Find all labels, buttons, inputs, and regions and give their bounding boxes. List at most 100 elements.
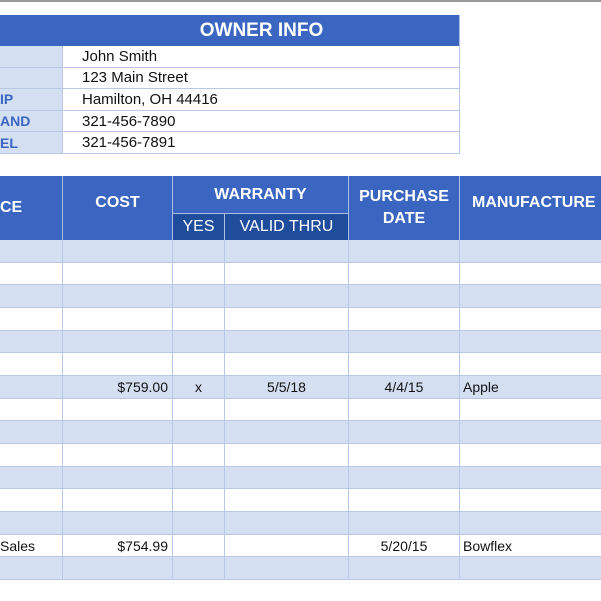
cell-cost[interactable] bbox=[63, 330, 173, 354]
cell-cost[interactable] bbox=[63, 285, 173, 308]
cell-manufacturer[interactable] bbox=[460, 557, 601, 581]
cell-item[interactable] bbox=[0, 308, 63, 331]
cell-warranty-yes[interactable] bbox=[173, 444, 225, 467]
cell-valid-thru[interactable] bbox=[225, 285, 349, 308]
owner-field-value[interactable]: 321-456-7890 bbox=[63, 110, 460, 133]
owner-field-value[interactable]: 123 Main Street bbox=[63, 67, 460, 90]
cell-item[interactable] bbox=[0, 557, 63, 581]
cell-cost[interactable] bbox=[63, 444, 173, 467]
header-item: CE bbox=[0, 176, 63, 240]
cell-manufacturer[interactable] bbox=[460, 308, 601, 331]
cell-item[interactable] bbox=[0, 444, 63, 467]
cell-warranty-yes[interactable] bbox=[173, 534, 225, 558]
cell-item[interactable] bbox=[0, 262, 63, 286]
cell-cost[interactable] bbox=[63, 353, 173, 376]
cell-valid-thru[interactable] bbox=[225, 489, 349, 513]
cell-valid-thru[interactable] bbox=[225, 308, 349, 331]
cell-warranty-yes[interactable] bbox=[173, 262, 225, 286]
cell-manufacturer[interactable] bbox=[460, 512, 601, 535]
cell-purchase-date[interactable] bbox=[349, 353, 460, 376]
cell-manufacturer[interactable] bbox=[460, 262, 601, 286]
cell-purchase-date[interactable] bbox=[349, 262, 460, 286]
cell-valid-thru[interactable] bbox=[225, 557, 349, 581]
cell-manufacturer[interactable]: Apple bbox=[460, 376, 601, 399]
cell-manufacturer[interactable] bbox=[460, 285, 601, 308]
cell-valid-thru[interactable]: 5/5/18 bbox=[225, 376, 349, 399]
cell-cost[interactable] bbox=[63, 240, 173, 263]
cell-purchase-date[interactable] bbox=[349, 489, 460, 513]
owner-field-label: IP bbox=[0, 89, 63, 111]
header-manufacturer: MANUFACTURE bbox=[460, 176, 601, 240]
cell-item[interactable] bbox=[0, 330, 63, 354]
cell-warranty-yes[interactable] bbox=[173, 398, 225, 422]
cell-valid-thru[interactable] bbox=[225, 240, 349, 263]
cell-purchase-date[interactable] bbox=[349, 240, 460, 263]
header-cost: COST bbox=[63, 176, 173, 240]
cell-warranty-yes[interactable] bbox=[173, 421, 225, 445]
cell-item[interactable] bbox=[0, 285, 63, 308]
cell-item[interactable] bbox=[0, 489, 63, 513]
cell-manufacturer[interactable] bbox=[460, 398, 601, 422]
cell-manufacturer[interactable] bbox=[460, 466, 601, 490]
cell-item[interactable] bbox=[0, 421, 63, 445]
cell-manufacturer[interactable] bbox=[460, 330, 601, 354]
cell-warranty-yes[interactable] bbox=[173, 466, 225, 490]
cell-manufacturer[interactable] bbox=[460, 444, 601, 467]
cell-manufacturer[interactable] bbox=[460, 353, 601, 376]
cell-cost[interactable] bbox=[63, 398, 173, 422]
cell-warranty-yes[interactable]: x bbox=[173, 376, 225, 399]
cell-warranty-yes[interactable] bbox=[173, 330, 225, 354]
cell-purchase-date[interactable] bbox=[349, 444, 460, 467]
cell-cost[interactable] bbox=[63, 512, 173, 535]
owner-field-value[interactable]: John Smith bbox=[63, 46, 460, 68]
cell-cost[interactable] bbox=[63, 421, 173, 445]
owner-field-label: AND bbox=[0, 110, 63, 133]
cell-warranty-yes[interactable] bbox=[173, 489, 225, 513]
cell-cost[interactable] bbox=[63, 466, 173, 490]
cell-cost[interactable]: $759.00 bbox=[63, 376, 173, 399]
cell-manufacturer[interactable] bbox=[460, 421, 601, 445]
cell-warranty-yes[interactable] bbox=[173, 308, 225, 331]
cell-purchase-date[interactable] bbox=[349, 466, 460, 490]
cell-valid-thru[interactable] bbox=[225, 398, 349, 422]
cell-purchase-date[interactable] bbox=[349, 557, 460, 581]
cell-item[interactable] bbox=[0, 240, 63, 263]
cell-warranty-yes[interactable] bbox=[173, 512, 225, 535]
cell-warranty-yes[interactable] bbox=[173, 240, 225, 263]
cell-item[interactable] bbox=[0, 376, 63, 399]
cell-item[interactable] bbox=[0, 353, 63, 376]
cell-valid-thru[interactable] bbox=[225, 421, 349, 445]
cell-cost[interactable] bbox=[63, 557, 173, 581]
cell-cost[interactable] bbox=[63, 308, 173, 331]
cell-purchase-date[interactable] bbox=[349, 308, 460, 331]
cell-cost[interactable] bbox=[63, 489, 173, 513]
cell-valid-thru[interactable] bbox=[225, 534, 349, 558]
cell-purchase-date[interactable]: 4/4/15 bbox=[349, 376, 460, 399]
cell-valid-thru[interactable] bbox=[225, 353, 349, 376]
cell-purchase-date[interactable] bbox=[349, 330, 460, 354]
cell-cost[interactable]: $754.99 bbox=[63, 534, 173, 558]
owner-field-value[interactable]: Hamilton, OH 44416 bbox=[63, 89, 460, 111]
cell-valid-thru[interactable] bbox=[225, 466, 349, 490]
cell-item[interactable] bbox=[0, 512, 63, 535]
cell-purchase-date[interactable] bbox=[349, 512, 460, 535]
owner-field-value[interactable]: 321-456-7891 bbox=[63, 132, 460, 154]
cell-cost[interactable] bbox=[63, 262, 173, 286]
cell-item[interactable] bbox=[0, 398, 63, 422]
cell-manufacturer[interactable]: Bowflex bbox=[460, 534, 601, 558]
cell-warranty-yes[interactable] bbox=[173, 557, 225, 581]
cell-purchase-date[interactable] bbox=[349, 421, 460, 445]
cell-valid-thru[interactable] bbox=[225, 512, 349, 535]
cell-valid-thru[interactable] bbox=[225, 444, 349, 467]
cell-purchase-date[interactable]: 5/20/15 bbox=[349, 534, 460, 558]
cell-warranty-yes[interactable] bbox=[173, 353, 225, 376]
cell-item[interactable]: Sales bbox=[0, 534, 63, 558]
cell-valid-thru[interactable] bbox=[225, 262, 349, 286]
cell-warranty-yes[interactable] bbox=[173, 285, 225, 308]
cell-purchase-date[interactable] bbox=[349, 398, 460, 422]
cell-manufacturer[interactable] bbox=[460, 489, 601, 513]
cell-item[interactable] bbox=[0, 466, 63, 490]
cell-purchase-date[interactable] bbox=[349, 285, 460, 308]
cell-manufacturer[interactable] bbox=[460, 240, 601, 263]
cell-valid-thru[interactable] bbox=[225, 330, 349, 354]
